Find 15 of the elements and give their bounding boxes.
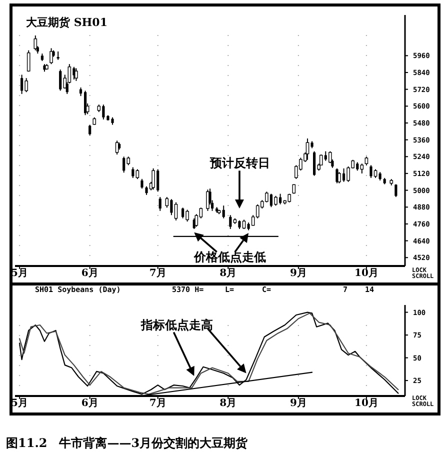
x-tick-label: 9月 xyxy=(290,268,307,279)
annotation: 指标低点走高 xyxy=(140,318,213,332)
x-tick-label: 7月 xyxy=(149,398,166,409)
x-tick-label: 8月 xyxy=(220,398,237,409)
x-tick-label: 10月 xyxy=(354,398,378,409)
x-tick-label: 9月 xyxy=(290,398,307,409)
x-tick-label: 7月 xyxy=(149,268,166,279)
annotation: 价格低点走低 xyxy=(193,250,266,264)
annotation: 预计反转日 xyxy=(209,156,270,170)
x-tick-label: 10月 xyxy=(354,268,378,279)
x-tick-label: 6月 xyxy=(81,398,98,409)
x-tick-label: 8月 xyxy=(220,268,237,279)
caption: 图11.2 牛市背离——3月份交割的大豆期货 xyxy=(6,436,249,450)
chart-title: 大豆期货 SH01 xyxy=(26,16,108,29)
x-tick-label: 6月 xyxy=(81,268,98,279)
